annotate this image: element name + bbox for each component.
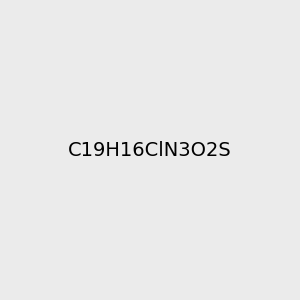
Text: C19H16ClN3O2S: C19H16ClN3O2S (68, 140, 232, 160)
